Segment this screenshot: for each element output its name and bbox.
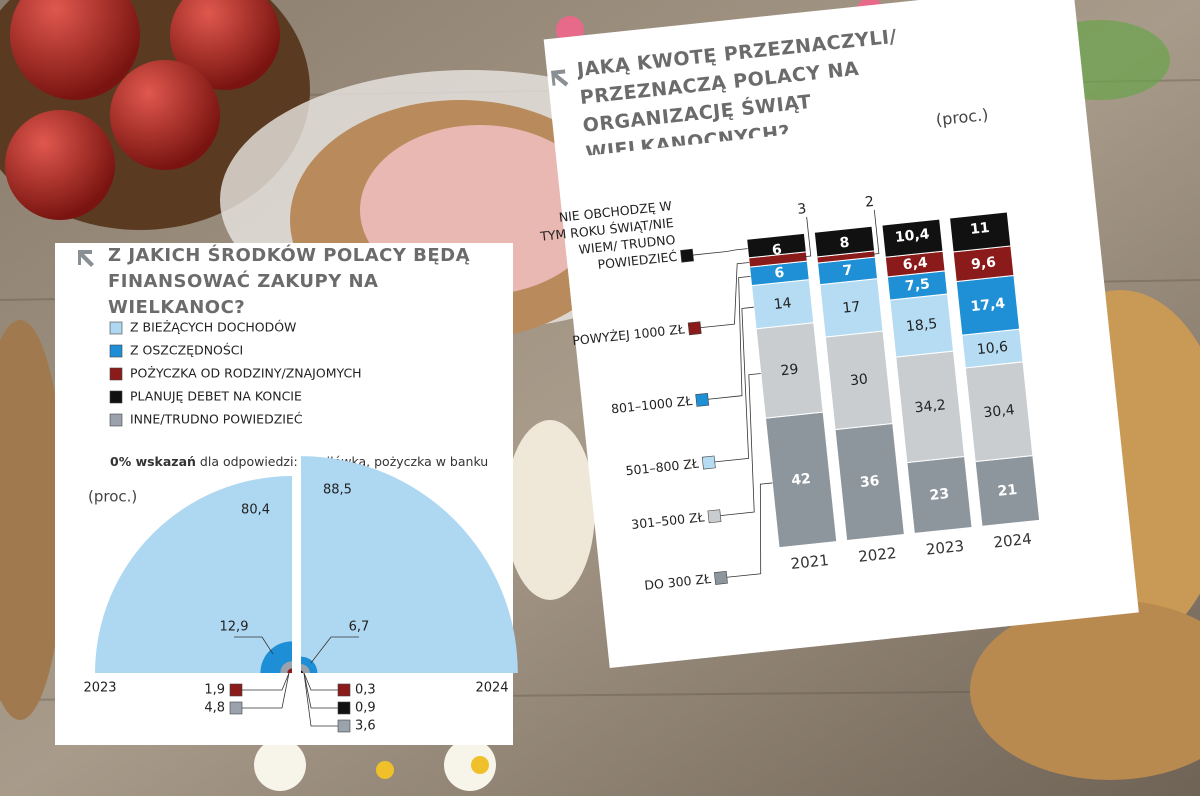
legend-swatch	[109, 344, 123, 358]
bar-segment	[746, 232, 807, 259]
bar-segment	[881, 218, 944, 258]
value-label: 23	[929, 486, 950, 504]
value-swatch	[229, 701, 243, 715]
leader-line	[726, 482, 773, 578]
legend-swatch	[707, 509, 722, 524]
value-label: 11	[969, 220, 990, 238]
legend-swatch	[109, 390, 123, 404]
value-label: 2	[864, 194, 875, 211]
value-label: 36	[859, 473, 880, 491]
value-swatch	[337, 719, 351, 733]
sector	[95, 476, 293, 673]
legend-swatch	[109, 321, 123, 335]
value-label: 8	[839, 235, 850, 252]
legend-label: PLANUJĘ DEBET NA KONCIE	[130, 389, 302, 404]
value-swatch	[337, 701, 351, 715]
value-label: 10,4	[894, 226, 930, 246]
legend-swatch	[680, 248, 694, 263]
legend-label: Z BIEŻĄCYCH DOCHODÓW	[130, 320, 296, 335]
value-label: 6,7	[349, 620, 370, 635]
value-label: 18,5	[905, 316, 938, 335]
leader-line	[720, 373, 761, 517]
value-label: 7,5	[904, 276, 930, 295]
leader-line	[234, 636, 274, 655]
chart-title: Z JAKICH ŚRODKÓW POLACY BĘDĄ FINANSOWAĆ …	[108, 245, 471, 318]
value-label: 29	[780, 362, 799, 380]
leader-line	[242, 672, 290, 691]
category-label: 2021	[790, 551, 830, 573]
leader-line	[700, 262, 750, 329]
legend-swatch	[701, 455, 716, 470]
value-label: 6	[774, 265, 785, 282]
bar-segment	[813, 225, 876, 258]
legend-label-box: NIE OBCHODZĘ W TYM ROKU ŚWIĄT/NIE WIEM/ …	[539, 198, 678, 273]
value-swatch	[337, 683, 351, 697]
category-label: 2024	[475, 681, 508, 696]
legend-swatch	[714, 570, 728, 585]
leader-line	[303, 672, 338, 691]
legend-label: Z OSZCZĘDNOŚCI	[130, 343, 243, 358]
value-label: 4,8	[204, 701, 225, 716]
value-label: 30,4	[983, 402, 1016, 421]
value-label: 6,4	[902, 255, 929, 274]
amount-chart-card: JAKĄ KWOTĘ PRZEZNACZYLI/ PRZEZNACZĄ POLA…	[539, 0, 1139, 669]
value-label: 10,6	[976, 339, 1009, 358]
bar-segment	[949, 211, 1012, 253]
value-label: 0,3	[355, 683, 376, 698]
value-swatch	[229, 683, 243, 697]
legend-swatch	[109, 413, 123, 427]
value-label: 3,6	[355, 719, 376, 734]
leader-line	[870, 209, 880, 255]
legend-swatch	[109, 367, 123, 381]
leader-line	[802, 216, 812, 258]
sector	[301, 456, 518, 673]
value-label: 34,2	[914, 397, 947, 416]
note: 0% wskazań dla odpowiedzi: chwilówka, po…	[110, 454, 488, 469]
sector	[301, 672, 302, 673]
value-label: 3	[797, 201, 808, 218]
leader-line	[692, 248, 748, 256]
legend-swatch	[695, 392, 710, 407]
legend-label: INNE/TRUDNO POWIEDZIEĆ	[130, 412, 303, 427]
value-label: 88,5	[323, 483, 352, 498]
value-label: 17,4	[970, 296, 1006, 316]
chart-title-box: Z JAKICH ŚRODKÓW POLACY BĘDĄ FINANSOWAĆ …	[108, 245, 471, 318]
sector	[287, 668, 292, 673]
leader-line	[303, 672, 338, 727]
title-icon	[78, 250, 94, 267]
leader-line	[708, 275, 751, 400]
note-bold: 0% wskazań	[110, 454, 196, 469]
leader-line	[242, 672, 290, 709]
value-label: 42	[791, 471, 812, 489]
value-label: 0,9	[355, 701, 376, 716]
sector	[301, 664, 310, 673]
value-label: 14	[773, 295, 792, 313]
category-label: 2024	[993, 530, 1033, 552]
finance-chart-card: Z JAKICH ŚRODKÓW POLACY BĘDĄ FINANSOWAĆ …	[55, 243, 518, 745]
legend-label: POŻYCZKA OD RODZINY/ZNAJOMYCH	[130, 366, 362, 381]
sector	[301, 670, 304, 673]
title-icon	[550, 69, 569, 87]
leader-line	[714, 306, 754, 463]
value-label: 17	[842, 299, 861, 317]
value-label: 21	[997, 482, 1018, 500]
category-label: 2023	[83, 681, 116, 696]
value-label: 9,6	[970, 254, 996, 273]
value-label: 1,9	[204, 683, 225, 698]
legend-label: NIE OBCHODZĘ W TYM ROKU ŚWIĄT/NIE WIEM/ …	[539, 198, 678, 273]
value-label: 6	[771, 242, 782, 259]
value-label: 12,9	[220, 620, 249, 635]
value-label: 80,4	[241, 503, 270, 518]
category-label: 2022	[857, 544, 897, 566]
leader-line	[310, 636, 359, 664]
value-label: 7	[842, 262, 853, 279]
value-label: 30	[849, 371, 868, 389]
category-label: 2023	[925, 537, 965, 559]
leader-line	[303, 672, 338, 709]
legend-swatch	[687, 321, 702, 336]
unit-label: (proc.)	[88, 488, 137, 506]
